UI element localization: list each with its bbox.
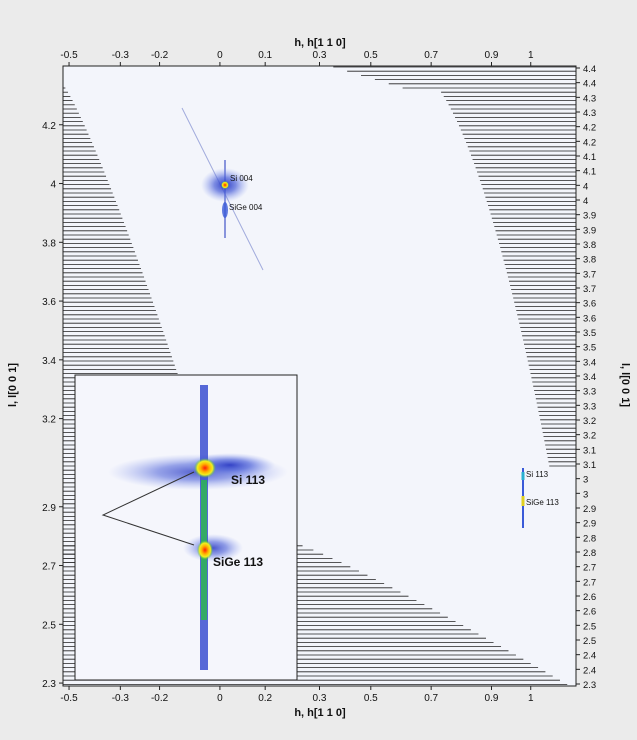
x-tick-label-top: 0.3 [313,50,327,61]
y-tick-label-right: 2.9 [583,504,596,515]
y-tick-label-right: 3.9 [583,225,596,236]
y-tick-label-right: 4.2 [583,123,596,134]
y-tick-label-left: 2.7 [42,562,56,573]
y-tick-label-right: 2.9 [583,519,596,530]
peak-si-004-core [221,181,229,189]
label-sige-004: SiGe 004 [229,203,263,212]
y-tick-label-right: 4 [583,181,588,192]
unreachable-region-top-right [333,66,576,467]
y-tick-label-left: 3.2 [42,415,56,426]
inset-zoom: Si 113 SiGe 113 [74,374,298,681]
x-tick-label-bottom: 1 [528,693,534,704]
x-tick-label-bottom: 0.5 [364,693,378,704]
x-tick-label-top: 0.1 [258,50,272,61]
y-tick-label-right: 2.6 [583,607,596,618]
y-tick-label-right: 4.1 [583,152,596,163]
x-tick-label-top: -0.2 [151,50,169,61]
y-tick-label-right: 3.1 [583,460,596,471]
peak-sige-004 [222,202,228,218]
y-tick-label-left: 3.6 [42,297,56,308]
y-tick-label-right: 2.8 [583,533,596,544]
y-tick-label-right: 4.3 [583,93,596,104]
y-tick-label-right: 2.5 [583,636,596,647]
y-tick-label-right: 3.4 [583,357,596,368]
y-tick-label-right: 4.3 [583,108,596,119]
x-tick-label-top: 0.5 [364,50,378,61]
x-tick-label-bottom: 0 [217,693,223,704]
x-tick-label-bottom: 0.2 [258,693,272,704]
y-tick-label-right: 3.9 [583,211,596,222]
y-tick-label-left: 2.9 [42,503,56,514]
inset-label-sige-113: SiGe 113 [213,555,263,569]
y-tick-label-left: 2.3 [42,679,56,690]
y-tick-label-right: 3 [583,489,588,500]
peak-si-113 [521,472,525,480]
y-tick-label-left: 4 [50,180,56,191]
y-tick-label-right: 3.2 [583,416,596,427]
x-tick-label-top: 0 [217,50,223,61]
y-tick-label-right: 2.7 [583,577,596,588]
x-tick-label-bottom: 0.3 [313,693,327,704]
y-tick-label-right: 3.6 [583,313,596,324]
y-tick-label-left: 4.2 [42,121,56,132]
y-tick-label-right: 2.7 [583,563,596,574]
y-tick-label-right: 3.7 [583,269,596,280]
y-tick-label-right: 4.4 [583,64,596,75]
y-tick-label-right: 4.2 [583,137,596,148]
y-tick-label-right: 3.4 [583,372,596,383]
y-tick-label-right: 4.4 [583,79,596,90]
y-axis-title-right: l, l[0 0 1] [619,363,631,407]
y-tick-label-right: 3.3 [583,387,596,398]
x-tick-label-bottom: 0.9 [485,693,499,704]
inset-si-113-core [194,458,216,478]
x-tick-label-bottom: 0.7 [424,693,438,704]
x-axis-title-bottom: h, h[1 1 0] [294,707,346,719]
y-tick-label-right: 3 [583,475,588,486]
label-sige-113: SiGe 113 [526,498,559,507]
axis-ticks: -0.5 -0.3 -0.2 0 0.2 0.3 0.5 0.7 0.9 1 -0.5 -0.3 -0.… [42,50,596,704]
y-tick-label-right: 3.3 [583,401,596,412]
y-tick-label-right: 3.5 [583,343,596,354]
y-tick-label-right: 2.4 [583,665,596,676]
x-tick-label-bottom: -0.2 [151,693,169,704]
y-tick-label-right: 4.1 [583,167,596,178]
peak-sige-113 [521,496,525,506]
y-tick-label-right: 2.8 [583,548,596,559]
x-tick-label-top: 1 [528,50,534,61]
y-tick-label-right: 2.6 [583,592,596,603]
inset-pointer-lines [101,471,195,546]
inset-sige-113-halo [183,534,243,562]
y-axis-title-left: l, l[0 0 1] [7,363,19,407]
label-si-113: Si 113 [526,470,549,479]
label-si-004: Si 004 [230,174,253,183]
x-tick-label-top: -0.3 [112,50,130,61]
y-tick-label-right: 2.3 [583,680,596,691]
y-tick-label-right: 3.2 [583,431,596,442]
y-tick-label-left: 3.4 [42,356,56,367]
y-tick-label-right: 3.5 [583,328,596,339]
y-tick-label-right: 3.8 [583,255,596,266]
y-tick-label-left: 2.5 [42,620,56,631]
y-tick-label-right: 3.6 [583,299,596,310]
inset-frame [74,374,298,681]
y-tick-label-right: 3.1 [583,445,596,456]
x-axis-title-top: h, h[1 1 0] [294,37,346,49]
y-tick-label-right: 3.7 [583,284,596,295]
inset-label-si-113: Si 113 [231,473,265,487]
x-tick-label-top: 0.9 [485,50,499,61]
x-tick-label-top: -0.5 [60,50,78,61]
x-tick-label-top: 0.7 [424,50,438,61]
y-tick-label-right: 3.8 [583,240,596,251]
y-tick-label-right: 4 [583,196,588,207]
y-tick-label-right: 2.4 [583,651,596,662]
y-tick-label-right: 2.5 [583,621,596,632]
x-tick-label-bottom: -0.5 [60,693,78,704]
x-tick-label-bottom: -0.3 [112,693,130,704]
inset-sige-113-core [197,540,213,560]
y-tick-label-left: 3.8 [42,238,56,249]
